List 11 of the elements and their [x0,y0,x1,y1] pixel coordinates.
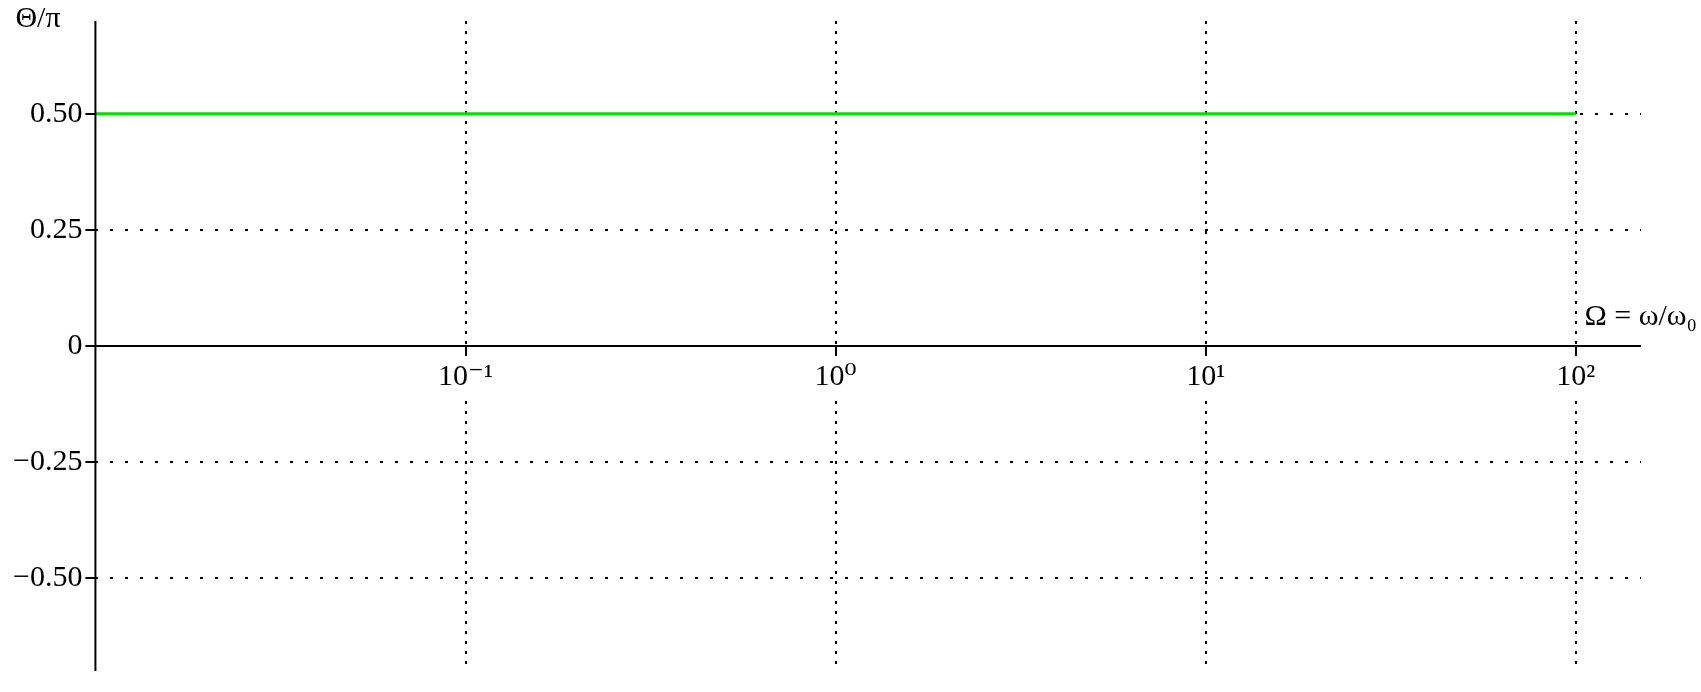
y-tick-label: 0 [67,326,83,360]
y-tick-label: −0.25 [13,442,83,476]
x-tick-label: 10⁰ [814,357,857,391]
y-axis-title: Θ/π [15,0,61,33]
x-axis-title: Ω = ω/ω₀ [1584,297,1697,331]
x-tick-label: 10¹ [1186,357,1226,391]
x-tick-label: 10⁻¹ [438,357,493,391]
y-tick-label: 0.50 [29,94,83,128]
y-tick-label: −0.50 [13,559,83,593]
y-tick-label: 0.25 [29,210,83,244]
x-tick-label: 10² [1556,357,1596,391]
